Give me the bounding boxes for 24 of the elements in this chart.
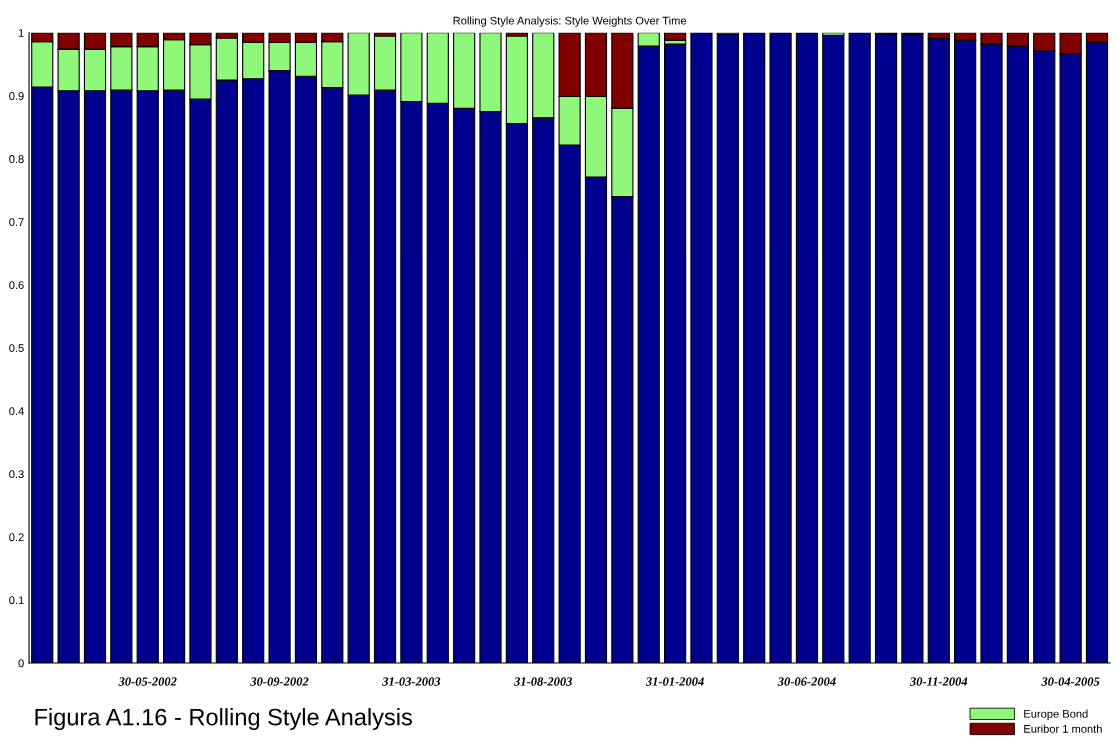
- x-tick-label: 30-06-2004: [777, 677, 836, 686]
- x-tick-label: 30-05-2002: [118, 677, 177, 686]
- x-tick-label: 31-03-2003: [382, 677, 441, 686]
- y-tick-label: 1: [18, 29, 24, 37]
- y-tick-label: 0.7: [9, 218, 24, 226]
- text: Figura A1.16 - Rolling Style Analysis: [35, 708, 412, 731]
- legend-label: Euribor 1 month: [1024, 724, 1102, 733]
- y-tick-label: 0.9: [9, 92, 24, 100]
- y-tick-label: 0.2: [9, 533, 24, 542]
- bar: [663, 32, 687, 41]
- y-tick-label: 0.8: [9, 155, 24, 163]
- chart-title: Rolling Style Analysis: Style Weights Over Time: [453, 16, 687, 27]
- y-tick-label: 0.4: [9, 407, 24, 416]
- y-tick-label: 0: [18, 659, 24, 668]
- y-tick-label: 0.6: [9, 281, 24, 290]
- x-tick-label: 30-04-2005: [1041, 677, 1100, 686]
- y-tick-label: 0.3: [9, 470, 24, 479]
- y-tick-label: 0.1: [9, 596, 24, 605]
- x-tick-label: 31-08-2003: [513, 677, 573, 686]
- y-tick-label: 0.5: [9, 344, 24, 353]
- x-tick-label: 30-09-2002: [250, 677, 309, 686]
- x-tick-label: 31-01-2004: [645, 677, 704, 686]
- x-tick-label: 30-11-2004: [909, 677, 968, 686]
- legend-label: Europe Bond: [1024, 709, 1088, 720]
